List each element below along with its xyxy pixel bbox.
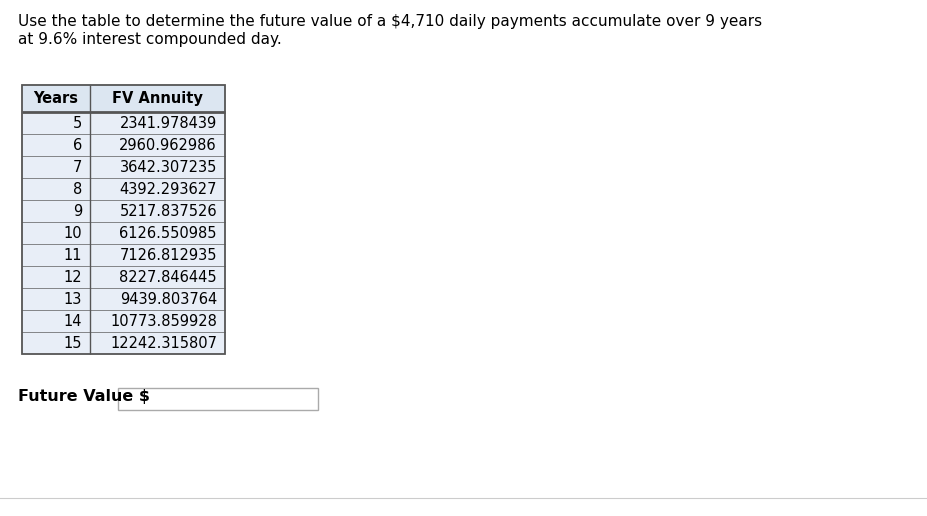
Text: 13: 13: [64, 292, 82, 307]
Bar: [22, 85, 225, 354]
Text: 14: 14: [64, 314, 82, 329]
Text: 2341.978439: 2341.978439: [120, 116, 217, 131]
Text: 12: 12: [63, 269, 82, 284]
Text: 6126.550985: 6126.550985: [120, 225, 217, 240]
Text: 10: 10: [63, 225, 82, 240]
Text: 4392.293627: 4392.293627: [120, 182, 217, 197]
Text: 5: 5: [72, 116, 82, 131]
Text: 7126.812935: 7126.812935: [120, 248, 217, 263]
Bar: [22, 244, 225, 266]
Bar: [22, 266, 225, 288]
Text: 7: 7: [72, 159, 82, 174]
Bar: [22, 134, 225, 156]
Text: 10773.859928: 10773.859928: [110, 314, 217, 329]
Bar: [22, 156, 225, 178]
Text: at 9.6% interest compounded day.: at 9.6% interest compounded day.: [18, 32, 282, 47]
Bar: [118, 388, 318, 410]
Text: 8227.846445: 8227.846445: [120, 269, 217, 284]
Text: 9: 9: [72, 203, 82, 218]
Text: 2960.962986: 2960.962986: [120, 137, 217, 153]
Bar: [22, 332, 225, 354]
Text: 9439.803764: 9439.803764: [120, 292, 217, 307]
Bar: [22, 112, 225, 134]
Text: 15: 15: [64, 335, 82, 350]
Text: Years: Years: [33, 91, 79, 106]
Text: 8: 8: [72, 182, 82, 197]
Bar: [22, 222, 225, 244]
Text: 3642.307235: 3642.307235: [120, 159, 217, 174]
Text: Future Value $: Future Value $: [18, 390, 150, 405]
Text: 11: 11: [64, 248, 82, 263]
Text: Use the table to determine the future value of a $4,710 daily payments accumulat: Use the table to determine the future va…: [18, 14, 762, 29]
Bar: [22, 288, 225, 310]
Bar: [22, 85, 225, 112]
Text: 6: 6: [72, 137, 82, 153]
Bar: [22, 310, 225, 332]
Text: FV Annuity: FV Annuity: [112, 91, 203, 106]
Bar: [22, 200, 225, 222]
Text: 12242.315807: 12242.315807: [110, 335, 217, 350]
Text: 5217.837526: 5217.837526: [120, 203, 217, 218]
Bar: [22, 178, 225, 200]
